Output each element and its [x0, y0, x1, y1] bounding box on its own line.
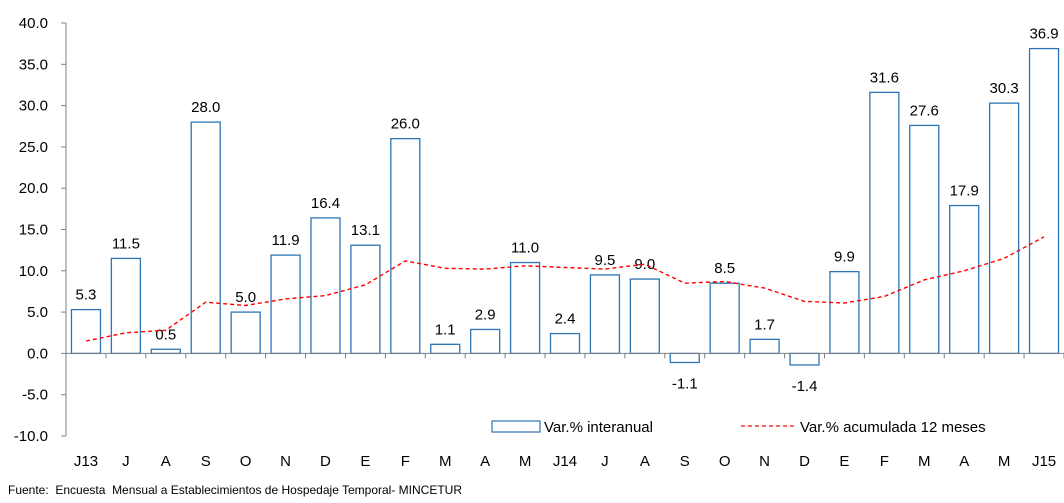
bar: [549, 332, 581, 355]
x-axis: J13 J A S O N D E F M A M J14 J A S O N D E F M A M J15: [65, 352, 1064, 470]
bar: [669, 352, 700, 364]
bar: [909, 124, 940, 355]
x-tick-label: O: [719, 453, 731, 470]
legend-line-label: Var.% acumulada 12 meses: [800, 419, 986, 436]
bar-data-label: 0.5: [155, 326, 176, 343]
bar: [190, 121, 221, 355]
bar-data-label: 9.5: [594, 252, 615, 269]
bar-data-label: 36.9: [1029, 26, 1058, 43]
bar-data-label: 1.7: [754, 316, 775, 333]
bar: [949, 204, 980, 355]
bar: [988, 102, 1020, 355]
y-tick-label: 35.0: [19, 56, 48, 73]
bar-data-label: 11.9: [272, 232, 300, 249]
x-tick-label: J: [601, 453, 609, 470]
bar: [869, 91, 900, 355]
y-tick-label: 10.0: [19, 263, 48, 280]
bar: [310, 217, 341, 355]
x-tick-label: A: [640, 453, 650, 470]
x-tick-label: M: [519, 453, 532, 470]
y-tick-label: -5.0: [22, 387, 48, 404]
legend-bar-label: Var.% interanual: [544, 419, 653, 436]
bar: [1028, 47, 1060, 355]
bar: [509, 261, 541, 355]
x-tick-label: M: [439, 453, 452, 470]
bar: [430, 343, 461, 355]
bar-data-label: 31.6: [870, 69, 899, 86]
bar-data-label: 16.4: [311, 195, 340, 212]
y-tick-label: 5.0: [27, 304, 48, 321]
y-tick-label: 40.0: [19, 15, 48, 32]
bar: [829, 270, 860, 355]
bar: [390, 137, 421, 355]
source-note: Fuente: Encuesta Mensual a Establecimien…: [8, 483, 462, 497]
x-tick-label: M: [998, 453, 1011, 470]
bar-data-label: 11.0: [511, 240, 539, 257]
bar-data-label: 2.4: [555, 311, 576, 328]
y-axis: -10.0 -5.0 0.0 5.0 10.0 15.0 20.0 25.0 30.0 35.0 4…: [14, 15, 67, 445]
bar-data-label: -1.1: [672, 375, 698, 392]
bar: [350, 244, 381, 355]
bar: [230, 311, 261, 355]
bar-data-labels: 5.3 11.5 0.5 28.0 5.0 11.9 16.4 13.1 26.0 1.1 2.9 1…: [76, 26, 1059, 395]
bar-data-label: 13.1: [351, 222, 380, 239]
y-tick-label: 25.0: [19, 139, 48, 156]
bar-data-label: 26.0: [391, 116, 420, 133]
y-tick-label: 20.0: [19, 180, 48, 197]
x-tick-label: J14: [553, 453, 577, 470]
bar-data-label: 27.6: [910, 102, 939, 119]
x-tick-label: J13: [74, 453, 98, 470]
line-series: [85, 236, 1045, 342]
x-tick-label: S: [680, 453, 690, 470]
x-tick-label: E: [360, 453, 370, 470]
bar: [629, 278, 660, 355]
bar-data-label: -1.4: [792, 378, 818, 395]
bar: [70, 308, 102, 355]
bar-data-label: 30.3: [990, 80, 1019, 97]
bar: [150, 348, 181, 355]
bar-data-label: 9.9: [834, 249, 855, 266]
bar: [270, 254, 301, 355]
bar-data-label: 11.5: [112, 235, 140, 252]
x-tick-label: N: [759, 453, 770, 470]
bar-data-label: 1.1: [435, 321, 456, 338]
x-tick-label: O: [240, 453, 252, 470]
x-tick-label: D: [799, 453, 810, 470]
x-tick-label: F: [401, 453, 410, 470]
bar: [749, 338, 780, 355]
accumulated-line: [85, 236, 1045, 342]
y-tick-label: 0.0: [27, 345, 48, 362]
legend: Var.% interanual Var.% acumulada 12 mese…: [491, 419, 986, 436]
x-tick-label: A: [480, 453, 490, 470]
bar: [709, 282, 740, 355]
x-tick-label: A: [161, 453, 171, 470]
x-tick-label: J: [122, 453, 130, 470]
y-tick-label: 30.0: [19, 98, 48, 115]
bar: [589, 274, 621, 355]
x-tick-label: N: [280, 453, 291, 470]
bar-data-label: 5.0: [235, 289, 256, 306]
bar-data-label: 2.9: [475, 306, 496, 323]
x-tick-label: F: [880, 453, 889, 470]
bar: [470, 328, 501, 355]
bar-data-label: 28.0: [191, 99, 220, 116]
bar-data-label: 5.3: [76, 287, 97, 304]
legend-bar-swatch: [491, 420, 541, 433]
x-tick-label: J15: [1032, 453, 1056, 470]
bar-data-label: 8.5: [714, 260, 735, 277]
bar-data-label: 9.0: [634, 256, 655, 273]
bar-data-label: 17.9: [950, 183, 979, 200]
x-tick-label: D: [320, 453, 331, 470]
x-tick-label: E: [839, 453, 849, 470]
bar-series: [70, 47, 1060, 366]
y-tick-label: -10.0: [14, 428, 48, 445]
x-tick-label: A: [959, 453, 969, 470]
x-tick-label: M: [918, 453, 931, 470]
y-tick-label: 15.0: [19, 222, 48, 239]
bar: [789, 352, 820, 366]
bar: [110, 257, 142, 355]
x-tick-label: S: [201, 453, 211, 470]
